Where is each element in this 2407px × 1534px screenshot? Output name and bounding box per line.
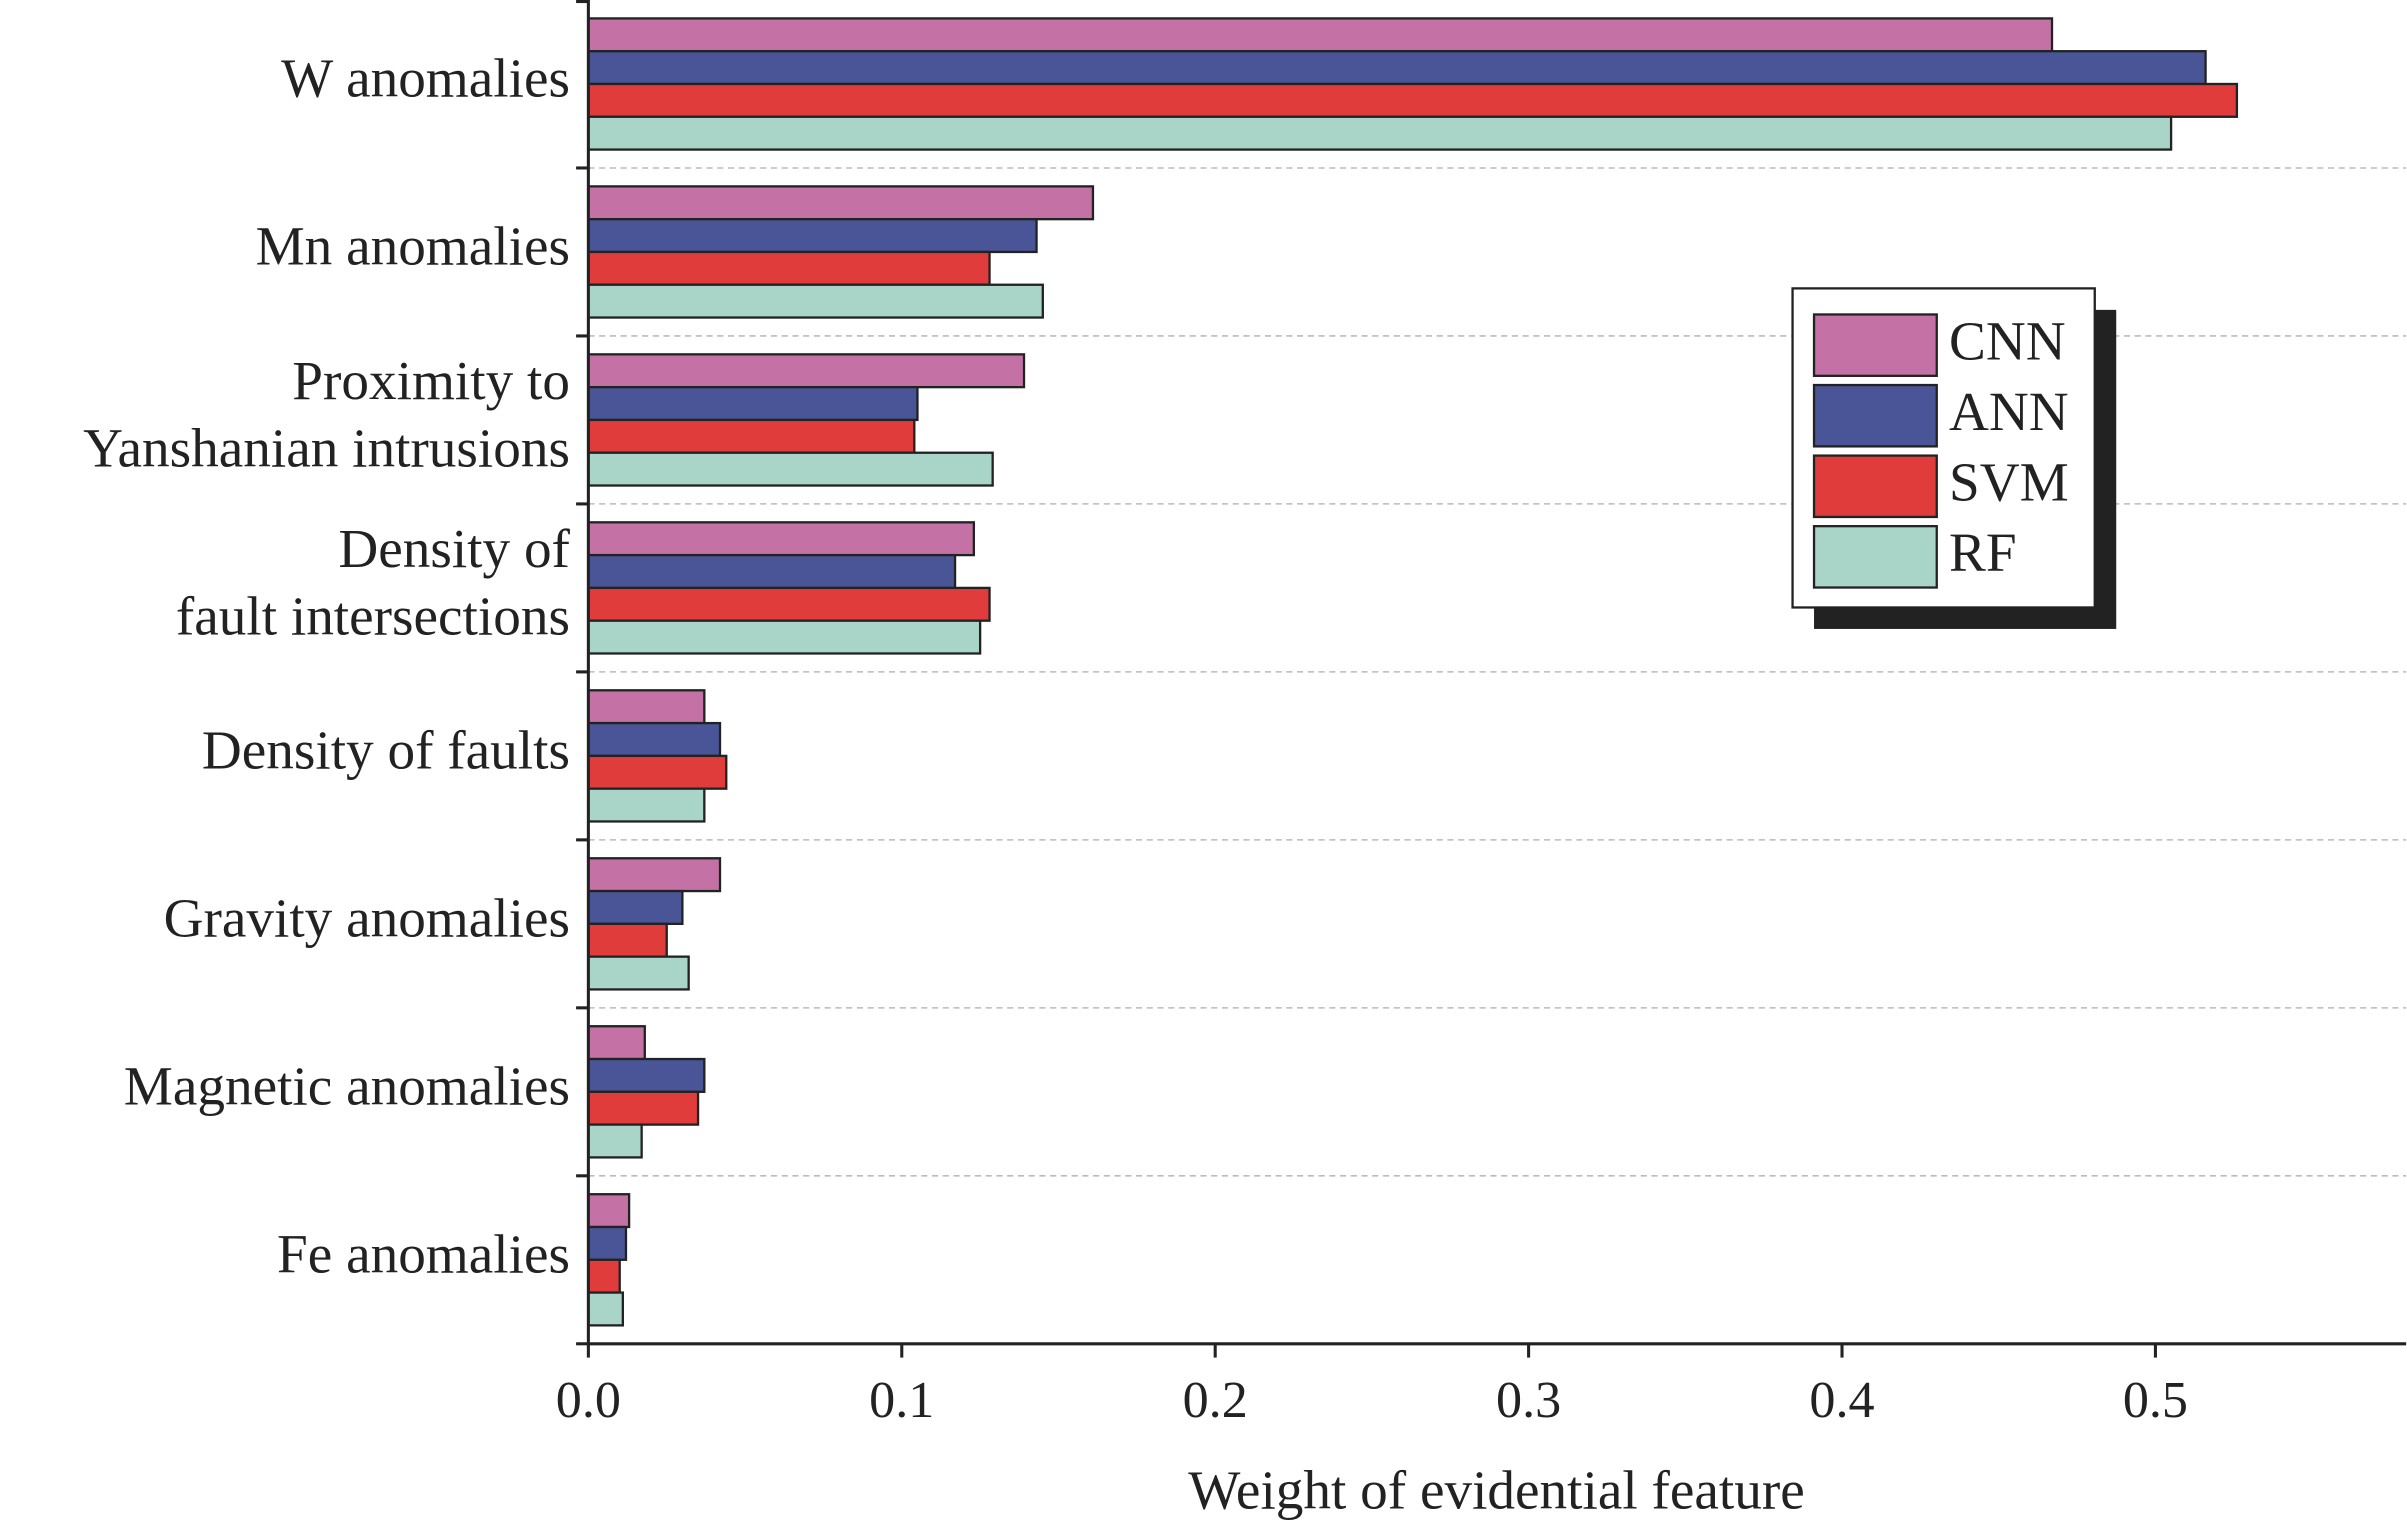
bar bbox=[587, 553, 957, 590]
x-tick-label: 0.5 bbox=[2123, 1372, 2188, 1429]
bar bbox=[587, 218, 1038, 254]
bar bbox=[587, 17, 2054, 53]
bar bbox=[587, 451, 994, 487]
legend-label: SVM bbox=[1949, 451, 2069, 512]
bar bbox=[587, 1090, 700, 1126]
bar bbox=[587, 619, 982, 655]
legend-swatch bbox=[1812, 454, 1938, 519]
y-tick-label: Magnetic anomalies bbox=[124, 1055, 570, 1116]
x-tick-label: 0.3 bbox=[1496, 1372, 1561, 1429]
bar bbox=[587, 1057, 706, 1093]
x-tick-label: 0.0 bbox=[556, 1372, 621, 1429]
y-tick-label: Proximity to Yanshanian intrusions bbox=[83, 350, 570, 478]
bar bbox=[587, 586, 991, 622]
legend-swatch bbox=[1812, 525, 1938, 589]
bar bbox=[587, 689, 706, 725]
bar bbox=[587, 1258, 621, 1294]
legend-label: ANN bbox=[1949, 381, 2069, 442]
y-tick-label: Mn anomalies bbox=[256, 216, 570, 277]
bar bbox=[587, 889, 684, 926]
bar bbox=[587, 283, 1044, 319]
bar bbox=[587, 418, 916, 454]
bar bbox=[587, 82, 2239, 118]
bar bbox=[587, 857, 722, 893]
x-tick-label: 0.4 bbox=[1809, 1372, 1874, 1429]
y-tick-label: Fe anomalies bbox=[277, 1223, 570, 1284]
bar bbox=[587, 185, 1095, 221]
bar bbox=[587, 787, 706, 823]
legend-swatch bbox=[1812, 383, 1938, 448]
bar bbox=[587, 115, 2173, 151]
bar bbox=[587, 1225, 628, 1261]
bar bbox=[587, 1193, 631, 1229]
legend-label: CNN bbox=[1949, 310, 2066, 371]
y-tick-label: W anomalies bbox=[281, 48, 570, 109]
bar bbox=[587, 385, 919, 422]
bar bbox=[587, 1123, 643, 1159]
legend-label: RF bbox=[1949, 522, 2017, 583]
y-tick-label: Density of faults bbox=[202, 720, 570, 781]
y-tick-label: Density of fault intersections bbox=[176, 518, 571, 646]
bar bbox=[587, 721, 722, 758]
bar bbox=[587, 1025, 646, 1061]
legend-swatch bbox=[1812, 313, 1938, 377]
bar bbox=[587, 353, 1026, 389]
bar bbox=[587, 521, 976, 557]
x-axis-label: Weight of evidential feature bbox=[1188, 1459, 1805, 1520]
x-tick-label: 0.1 bbox=[869, 1372, 934, 1429]
bar bbox=[587, 922, 668, 958]
x-tick-label: 0.2 bbox=[1183, 1372, 1248, 1429]
bar bbox=[587, 754, 728, 790]
bar bbox=[587, 50, 2207, 86]
bar bbox=[587, 955, 690, 991]
bar bbox=[587, 250, 991, 286]
bar bbox=[587, 1291, 624, 1327]
y-tick-label: Gravity anomalies bbox=[164, 888, 570, 949]
